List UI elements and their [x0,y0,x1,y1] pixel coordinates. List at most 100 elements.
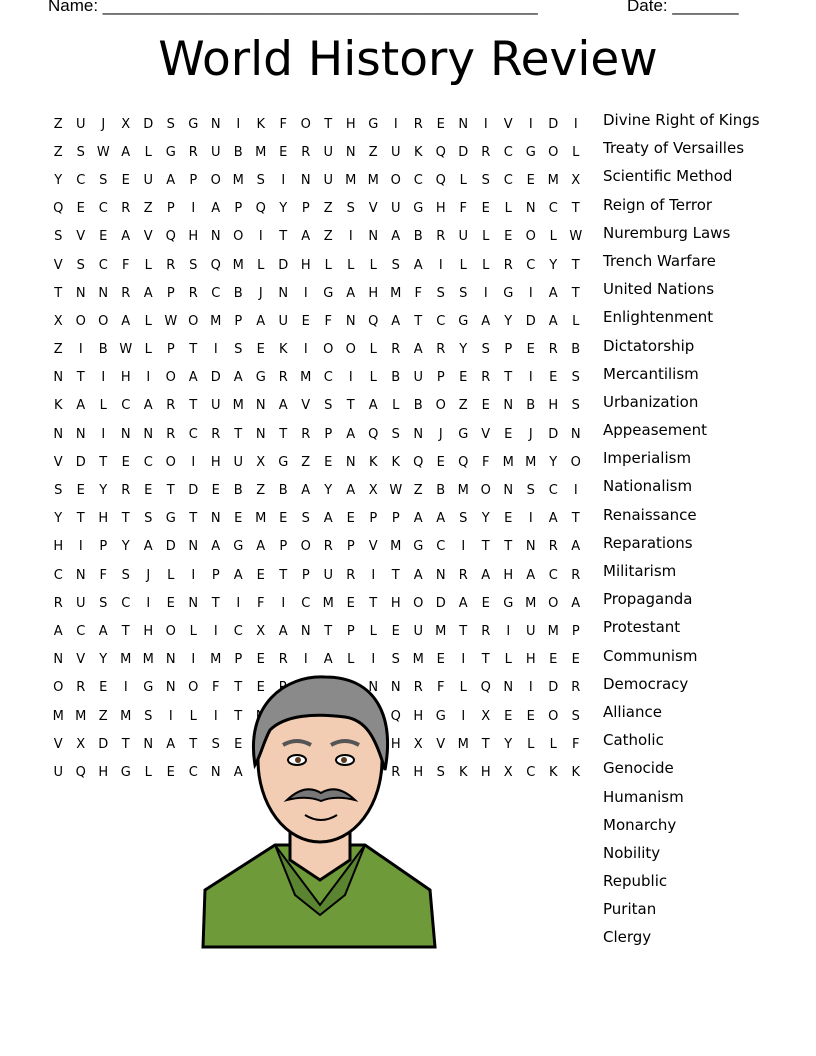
grid-letter[interactable]: C [548,567,558,583]
grid-letter[interactable]: B [233,483,243,499]
grid-letter[interactable]: T [369,595,378,611]
grid-letter[interactable]: O [548,595,559,611]
grid-letter[interactable]: N [300,623,311,639]
grid-letter[interactable]: M [502,454,514,470]
grid-letter[interactable]: D [435,595,446,611]
grid-letter[interactable]: V [76,229,86,245]
grid-letter[interactable]: R [278,370,288,386]
grid-letter[interactable]: A [571,539,581,555]
grid-letter[interactable]: T [189,342,198,358]
grid-letter[interactable]: Y [99,652,108,668]
grid-letter[interactable]: H [390,595,401,611]
grid-letter[interactable]: R [278,652,288,668]
grid-letter[interactable]: P [234,201,243,217]
grid-letter[interactable]: N [345,454,356,470]
grid-letter[interactable]: T [391,567,400,583]
grid-letter[interactable]: O [525,229,536,245]
grid-letter[interactable]: C [413,172,423,188]
grid-letter[interactable]: I [461,652,466,668]
grid-letter[interactable]: N [503,680,514,696]
grid-letter[interactable]: T [54,285,63,301]
grid-letter[interactable]: B [233,285,243,301]
grid-letter[interactable]: E [526,172,535,188]
grid-letter[interactable]: T [189,511,198,527]
grid-letter[interactable]: P [166,342,175,358]
grid-letter[interactable]: A [346,483,356,499]
grid-letter[interactable]: C [436,539,446,555]
grid-letter[interactable]: N [210,764,221,780]
grid-letter[interactable]: M [547,172,559,188]
grid-letter[interactable]: K [53,398,63,414]
grid-letter[interactable]: Y [459,342,468,358]
grid-letter[interactable]: S [76,144,85,160]
grid-letter[interactable]: M [345,172,357,188]
grid-letter[interactable]: L [144,313,152,329]
grid-letter[interactable]: X [121,116,131,132]
grid-letter[interactable]: E [436,454,445,470]
grid-letter[interactable]: D [548,426,559,442]
grid-letter[interactable]: Y [481,511,490,527]
grid-letter[interactable]: V [76,652,86,668]
grid-letter[interactable]: H [525,652,536,668]
grid-letter[interactable]: L [369,257,377,273]
grid-letter[interactable]: C [188,764,198,780]
grid-letter[interactable]: P [436,370,445,386]
grid-letter[interactable]: T [121,736,130,752]
grid-letter[interactable]: S [211,736,220,752]
grid-letter[interactable]: I [236,116,241,132]
grid-letter[interactable]: Q [480,680,491,696]
grid-letter[interactable]: T [279,426,288,442]
grid-letter[interactable]: T [571,201,580,217]
grid-letter[interactable]: A [233,567,243,583]
grid-letter[interactable]: W [164,313,178,329]
grid-letter[interactable]: K [413,144,423,160]
grid-letter[interactable]: S [481,172,490,188]
grid-letter[interactable]: O [548,144,559,160]
grid-letter[interactable]: I [528,370,533,386]
grid-letter[interactable]: I [191,652,196,668]
grid-letter[interactable]: V [301,398,311,414]
grid-letter[interactable]: E [234,511,243,527]
grid-letter[interactable]: H [413,764,424,780]
grid-letter[interactable]: E [391,623,400,639]
grid-letter[interactable]: A [301,483,311,499]
grid-letter[interactable]: A [548,285,558,301]
grid-letter[interactable]: A [211,201,221,217]
grid-letter[interactable]: I [528,285,533,301]
grid-letter[interactable]: O [98,313,109,329]
grid-letter[interactable]: Z [98,708,108,724]
grid-letter[interactable]: G [503,595,514,611]
grid-letter[interactable]: N [390,680,401,696]
grid-letter[interactable]: N [165,680,176,696]
grid-letter[interactable]: P [99,539,108,555]
grid-letter[interactable]: S [346,201,355,217]
grid-letter[interactable]: T [279,567,288,583]
grid-letter[interactable]: I [168,708,173,724]
grid-letter[interactable]: L [459,680,467,696]
grid-letter[interactable]: N [458,116,469,132]
grid-letter[interactable]: U [75,116,86,132]
grid-letter[interactable]: S [391,426,400,442]
grid-letter[interactable]: I [191,201,196,217]
grid-letter[interactable]: E [504,511,513,527]
grid-letter[interactable]: A [413,342,423,358]
grid-letter[interactable]: Q [413,454,424,470]
grid-letter[interactable]: X [53,313,63,329]
grid-letter[interactable]: R [391,342,401,358]
grid-letter[interactable]: M [75,708,87,724]
grid-letter[interactable]: A [323,511,333,527]
grid-letter[interactable]: S [99,595,108,611]
grid-letter[interactable]: C [143,454,153,470]
grid-letter[interactable]: L [369,342,377,358]
grid-letter[interactable]: G [255,370,266,386]
grid-letter[interactable]: P [301,201,310,217]
grid-letter[interactable]: L [572,144,580,160]
grid-letter[interactable]: E [256,567,265,583]
grid-letter[interactable]: H [120,370,131,386]
grid-letter[interactable]: E [166,595,175,611]
grid-letter[interactable]: T [166,483,175,499]
grid-letter[interactable]: N [188,539,199,555]
grid-letter[interactable]: V [481,426,491,442]
grid-letter[interactable]: I [123,680,128,696]
grid-letter[interactable]: U [210,398,221,414]
